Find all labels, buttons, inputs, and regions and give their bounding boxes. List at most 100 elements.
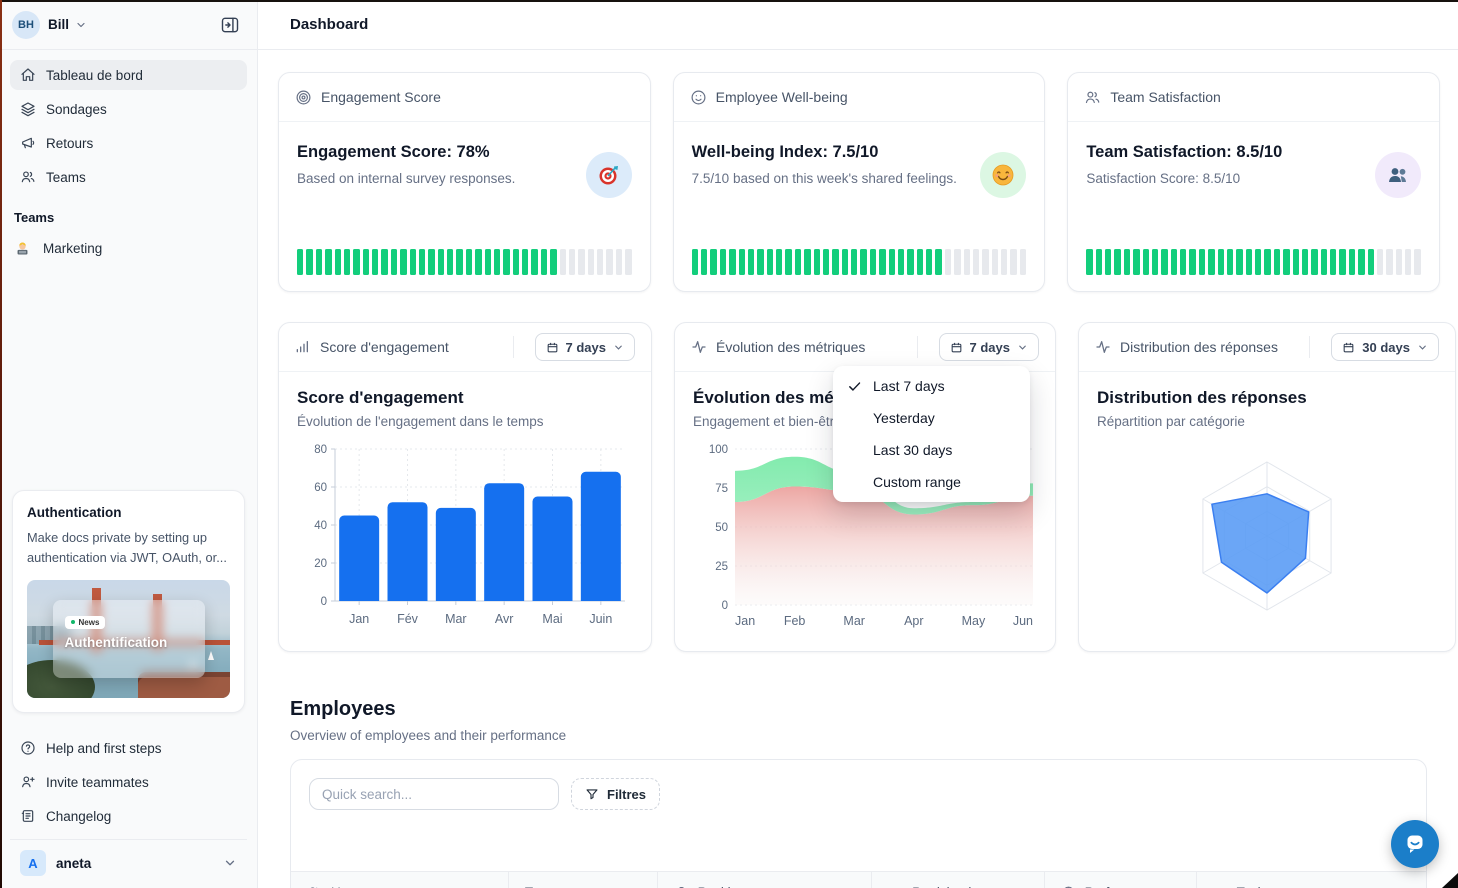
- progress-segment: [869, 249, 877, 275]
- promo-card-authentication[interactable]: Authentication Make docs private by sett…: [12, 490, 245, 713]
- range-select-button[interactable]: 7 days: [938, 333, 1039, 361]
- user-name[interactable]: Bill: [48, 17, 70, 32]
- sidebar-item-label: Retours: [46, 135, 94, 151]
- progress-segment: [587, 249, 594, 275]
- megaphone-icon: [20, 135, 36, 151]
- sidebar-collapse-button[interactable]: [215, 10, 245, 40]
- promo-title: Authentication: [27, 505, 122, 521]
- svg-text:Feb: Feb: [784, 614, 806, 628]
- menu-item-last-7-days[interactable]: Last 7 days: [833, 370, 1030, 402]
- svg-text:Juin: Juin: [589, 612, 612, 626]
- employees-table: User Team Position Participation Perform…: [291, 871, 1426, 888]
- sidebar-item-tableau-de-bord[interactable]: Tableau de bord: [10, 60, 247, 90]
- progress-segment: [1198, 249, 1206, 275]
- stat-card-label: Employee Well-being: [715, 89, 848, 105]
- svg-text:Mai: Mai: [542, 612, 562, 626]
- activity-icon: [1095, 339, 1111, 355]
- progress-segment: [710, 249, 717, 275]
- progress-segment: [879, 249, 886, 275]
- progress-segment: [926, 249, 933, 275]
- layers-icon: [20, 101, 36, 117]
- calendar-icon: [950, 341, 963, 354]
- progress-segment: [1001, 249, 1008, 275]
- progress-segment: [334, 249, 341, 275]
- progress-segment: [841, 249, 849, 275]
- menu-item-yesterday[interactable]: Yesterday: [873, 410, 935, 426]
- sidebar-item-label: Teams: [46, 169, 86, 185]
- chart-card-label: Distribution des réponses: [1120, 339, 1278, 355]
- bar-chart-icon: [295, 339, 311, 355]
- progress-segment: [785, 249, 792, 275]
- progress-segment: [362, 249, 369, 275]
- progress-bar: [297, 249, 632, 275]
- progress-segment: [531, 249, 538, 275]
- progress-segment: [606, 249, 613, 275]
- menu-item-custom-range[interactable]: Custom range: [873, 474, 961, 490]
- progress-segment: [972, 249, 980, 275]
- sidebar-item-changelog[interactable]: Changelog: [10, 801, 247, 831]
- stat-card-satisfaction: Team Satisfaction Team Satisfaction: 8.5…: [1067, 72, 1440, 292]
- progress-segment: [568, 249, 576, 275]
- search-input[interactable]: [309, 778, 559, 810]
- column-header-performance[interactable]: Performance: [1045, 872, 1197, 888]
- range-select-button[interactable]: 7 days: [534, 333, 635, 361]
- progress-bar: [1086, 249, 1421, 275]
- column-header-team[interactable]: Team: [509, 872, 658, 888]
- svg-text:80: 80: [314, 444, 327, 456]
- promo-image-golden-gate[interactable]: News Authentification: [27, 580, 230, 698]
- column-header-participation[interactable]: Participation: [872, 872, 1045, 888]
- sidebar-item-label: Changelog: [46, 808, 112, 824]
- progress-segment: [353, 249, 360, 275]
- sidebar-team-label: Marketing: [43, 240, 103, 256]
- range-select-button[interactable]: 30 days: [1331, 333, 1439, 361]
- column-header-user[interactable]: User: [291, 872, 509, 888]
- chevron-down-icon[interactable]: [75, 19, 87, 31]
- progress-segment: [597, 249, 604, 275]
- sidebar-item-label: Help and first steps: [46, 740, 162, 756]
- svg-text:Fév: Fév: [397, 612, 419, 626]
- progress-segment: [512, 249, 519, 275]
- progress-segment: [701, 249, 708, 275]
- workspace-avatar: A: [20, 850, 46, 876]
- sidebar-item-invite[interactable]: Invite teammates: [10, 767, 247, 797]
- svg-text:Jun: Jun: [1013, 614, 1033, 628]
- progress-segment: [1208, 249, 1215, 275]
- stat-headline: Engagement Score: 78%: [297, 143, 490, 161]
- intercom-chat-launcher[interactable]: [1391, 820, 1439, 868]
- progress-segment: [1114, 249, 1121, 275]
- sidebar-header: BH Bill: [0, 0, 257, 50]
- menu-item-last-30-days[interactable]: Last 30 days: [873, 442, 953, 458]
- progress-segment: [1123, 249, 1131, 275]
- progress-segment: [1283, 249, 1290, 275]
- users-icon: [1084, 89, 1101, 106]
- progress-segment: [1301, 249, 1309, 275]
- progress-segment: [1086, 249, 1093, 275]
- sidebar-item-marketing[interactable]: Marketing: [0, 233, 257, 263]
- sidebar-nav: Tableau de bord Sondages Retours Teams: [0, 50, 257, 196]
- sidebar-item-teams[interactable]: Teams: [10, 162, 247, 192]
- calendar-icon: [1342, 341, 1355, 354]
- help-circle-icon: [20, 740, 36, 756]
- sidebar-item-help[interactable]: Help and first steps: [10, 733, 247, 763]
- users-icon: [307, 885, 322, 888]
- progress-segment: [794, 249, 802, 275]
- users-icon: [20, 169, 36, 185]
- progress-segment: [1348, 249, 1356, 275]
- progress-segment: [1010, 249, 1017, 275]
- sidebar-item-sondages[interactable]: Sondages: [10, 94, 247, 124]
- sidebar-item-retours[interactable]: Retours: [10, 128, 247, 158]
- column-header-position[interactable]: Position: [658, 872, 873, 888]
- filters-button[interactable]: Filtres: [571, 778, 661, 810]
- avatar[interactable]: BH: [12, 10, 40, 39]
- progress-segment: [1292, 249, 1299, 275]
- chart-subtitle: Engagement et bien-être: [693, 414, 842, 429]
- progress-segment: [1311, 249, 1318, 275]
- column-header-tasks[interactable]: Tasks: [1197, 872, 1426, 888]
- progress-segment: [1105, 249, 1112, 275]
- workspace-switcher[interactable]: A aneta: [10, 846, 247, 888]
- funnel-icon: [585, 787, 599, 801]
- progress-segment: [1330, 249, 1337, 275]
- page-title: Dashboard: [290, 16, 369, 33]
- progress-segment: [860, 249, 867, 275]
- svg-text:40: 40: [314, 520, 327, 532]
